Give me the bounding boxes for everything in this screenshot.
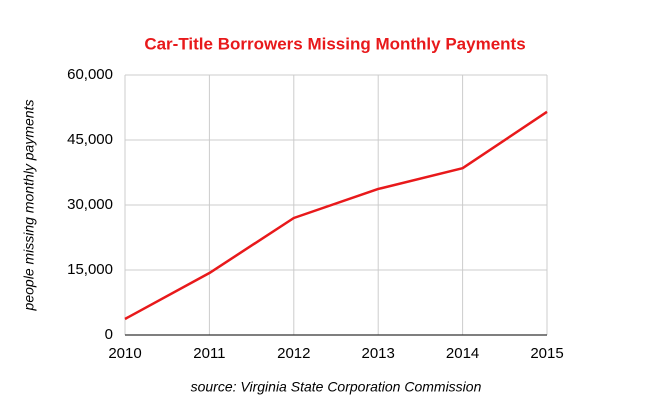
x-tick-label: 2014 xyxy=(446,345,479,362)
x-tick-label: 2015 xyxy=(530,345,563,362)
y-tick-label: 0 xyxy=(105,326,113,343)
y-tick-label: 60,000 xyxy=(67,66,113,83)
source-note: source: Virginia State Corporation Commi… xyxy=(191,379,482,395)
x-tick-label: 2010 xyxy=(108,345,141,362)
y-tick-label: 45,000 xyxy=(67,131,113,148)
chart-title: Car-Title Borrowers Missing Monthly Paym… xyxy=(144,34,525,53)
y-tick-label: 15,000 xyxy=(67,261,113,278)
x-tick-label: 2013 xyxy=(362,345,395,362)
data-line xyxy=(124,110,548,321)
y-axis-label: people missing monthly payments xyxy=(21,100,37,312)
x-tick-label: 2012 xyxy=(277,345,310,362)
x-tick-label: 2011 xyxy=(193,345,225,362)
y-tick-label: 30,000 xyxy=(67,196,113,213)
